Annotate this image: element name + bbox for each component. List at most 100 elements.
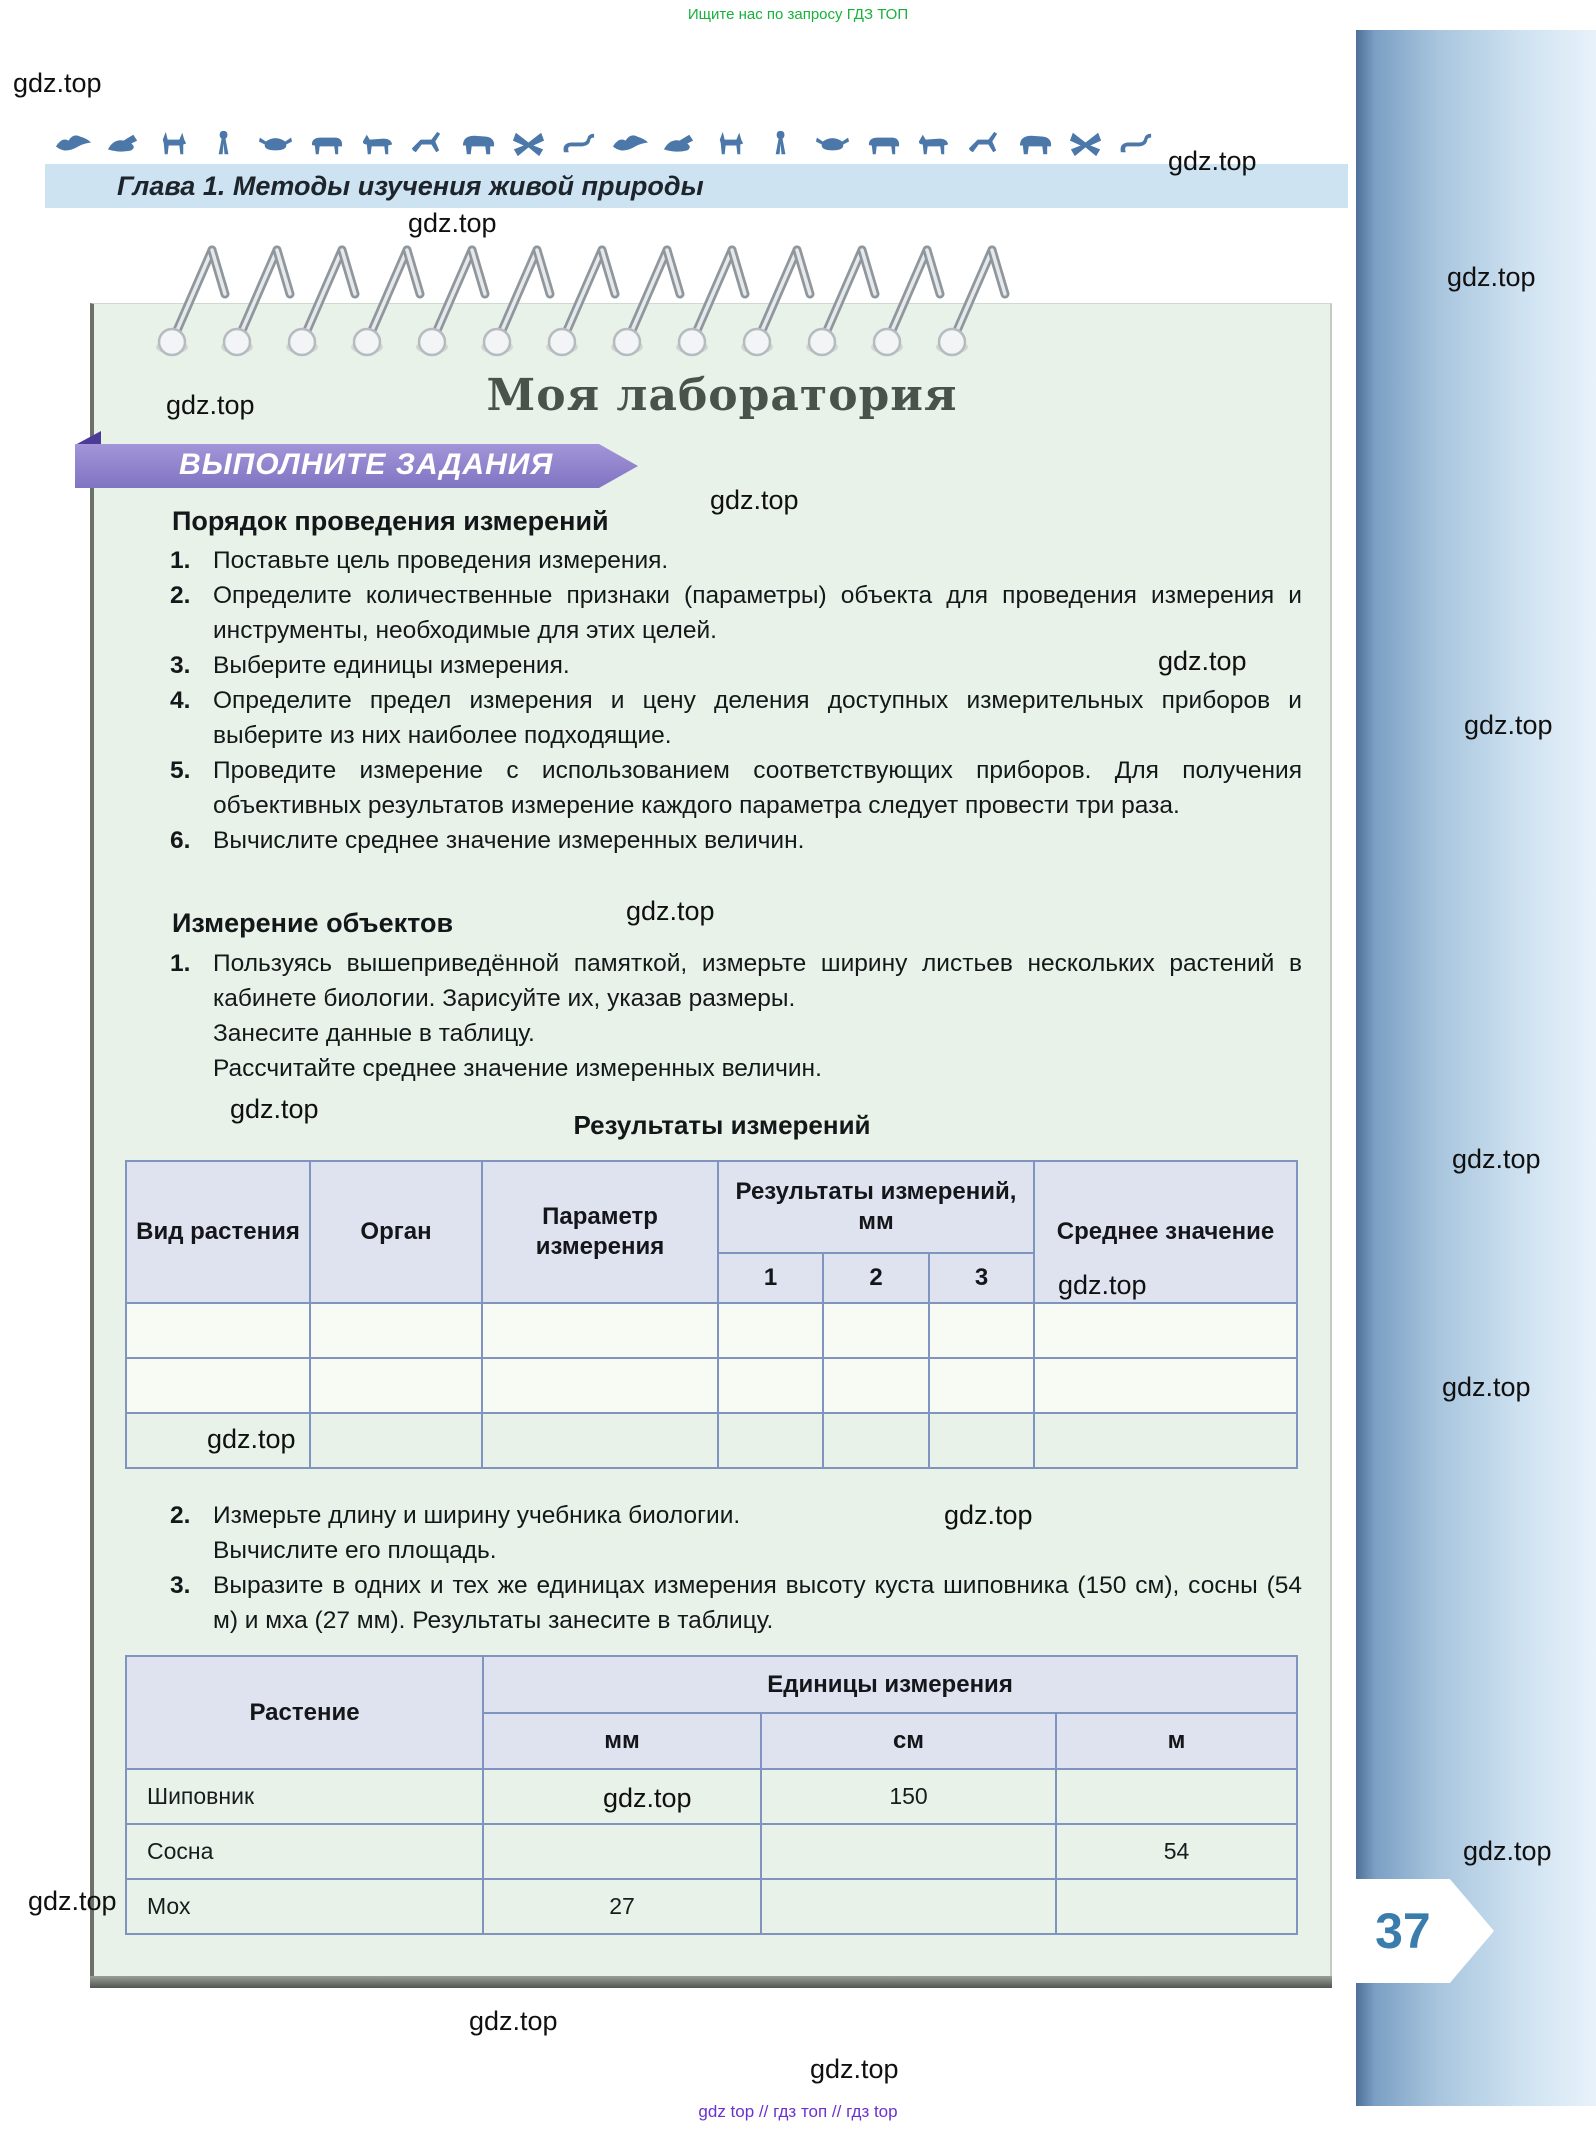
col-header-species: Вид растения [125, 1160, 311, 1304]
col-header-plant: Растение [125, 1655, 484, 1770]
spiral-coil [286, 245, 360, 357]
bird-icon [55, 135, 92, 151]
boar-icon [868, 137, 899, 155]
table-row [125, 1412, 1298, 1469]
tasks-banner-label: ВЫПОЛНИТЕ ЗАДАНИЯ [179, 448, 554, 481]
site-promo-text: Ищите нас по запросу ГДЗ ТОП [687, 6, 909, 23]
horse-icon [919, 134, 949, 155]
list-item: 3. Выберите единицы измерения. [170, 652, 570, 679]
col-header-organ: Орган [309, 1160, 483, 1304]
tasks-list-bottom: 2. Измерьте длину и ширину учебника биол… [170, 1498, 1302, 1568]
chapter-title: Глава 1. Методы изучения живой природы [117, 171, 704, 201]
right-sidebar-gradient [1356, 30, 1596, 2106]
boar-icon [311, 137, 343, 155]
spiral-coil [416, 245, 490, 357]
units-table: Растение Единицы измерения мм см м Шипов… [125, 1655, 1299, 1935]
watermark-text: gdz.top [1452, 1144, 1541, 1174]
list-item: 3. Выразите в одних и тех же единицах из… [170, 1572, 1302, 1634]
subcol-3: 3 [928, 1252, 1035, 1304]
subcol-mm: мм [482, 1712, 762, 1770]
watermark-text: gdz.top [1442, 1372, 1531, 1402]
watermark-text: gdz.top [1168, 146, 1257, 176]
crab-icon [259, 137, 293, 151]
watermark-text: gdz.top [603, 1783, 692, 1813]
col-header-parameter: Параметр измерения [481, 1160, 719, 1304]
table-row: Сосна 54 [125, 1823, 1299, 1880]
task3-block: 3. Выразите в одних и тех же единицах из… [170, 1568, 1302, 1638]
watermark-text: gdz.top [469, 2006, 558, 2036]
subcol-2: 2 [822, 1252, 930, 1304]
watermark-text: gdz.top [626, 896, 715, 926]
bison-icon [1019, 135, 1051, 155]
subcol-1: 1 [717, 1252, 824, 1304]
watermark-text: gdz.top [810, 2054, 899, 2084]
watermark-text: gdz.top [1447, 262, 1536, 292]
antelope-icon [163, 131, 187, 155]
list-item: 1. Поставьте цель проведения измерения. [170, 547, 669, 574]
deer-icon [412, 131, 441, 153]
page-title: Моя лаборатория [486, 370, 958, 421]
watermark-text: gdz.top [1058, 1270, 1147, 1300]
list-item: 4. Определите предел измерения и цену де… [170, 687, 1302, 749]
watermark-text: gdz.top [944, 1500, 1033, 1530]
butterfly-icon [513, 132, 545, 157]
table-row [125, 1357, 1298, 1414]
watermark-text: gdz.top [1464, 710, 1553, 740]
measuring-heading: Измерение объектов [172, 908, 454, 938]
subcol-m: м [1054, 1712, 1299, 1770]
spiral-coil [546, 245, 620, 357]
watermark-text: gdz.top [1158, 646, 1247, 676]
watermark-text: gdz.top [230, 1094, 319, 1124]
list-item: 1. Пользуясь вышеприведённой памяткой, и… [170, 950, 1302, 1082]
deer-icon [968, 131, 998, 153]
procedure-list: 1. Поставьте цель проведения измерения. … [170, 543, 1302, 858]
scorpion-icon [563, 133, 595, 153]
antelope-icon [719, 131, 744, 155]
watermark-text: gdz.top [13, 68, 102, 98]
tasks-banner: ВЫПОЛНИТЕ ЗАДАНИЯ [75, 444, 638, 488]
watermark-text: gdz.top [710, 485, 799, 515]
crab-icon [816, 137, 850, 151]
spiral-coil [936, 245, 1010, 357]
table1-title: Результаты измерений [573, 1110, 871, 1140]
col-header-units: Единицы измерения [481, 1655, 1299, 1714]
table-row [125, 1302, 1298, 1359]
watermark-text: gdz.top [166, 390, 255, 420]
watermark-text: gdz.top [1463, 1836, 1552, 1866]
measurement-results-table: Вид растения Орган Параметр измерения Ре… [125, 1160, 1298, 1469]
horse-icon [362, 134, 392, 155]
spiral-coil [741, 245, 815, 357]
bison-icon [462, 135, 494, 155]
bird-icon [612, 135, 648, 151]
list-item: 2. Определите количественные признаки (п… [170, 582, 1302, 644]
meerkat-icon [218, 130, 229, 155]
watermark-text: gdz.top [207, 1424, 296, 1454]
watermark-text: gdz.top [28, 1886, 117, 1916]
spiral-coil [481, 245, 555, 357]
spiral-coil [676, 245, 750, 357]
footer-links: gdz top // гдз топ // гдз top [698, 2102, 898, 2121]
page-number: 37 [1375, 1903, 1431, 1959]
table-row: Шиповник 150 [125, 1768, 1299, 1825]
spiral-coil [806, 245, 880, 357]
watermark-text: gdz.top [408, 208, 497, 238]
measuring-list: 1. Пользуясь вышеприведённой памяткой, и… [170, 946, 1302, 1086]
chapter-header-bar: Глава 1. Методы изучения живой природы [45, 164, 1348, 208]
animal-silhouettes-frieze [55, 124, 1155, 158]
col-header-mean: Среднее значение [1033, 1160, 1298, 1304]
spiral-coil [351, 245, 425, 357]
seal-icon [664, 134, 694, 152]
list-item: 2. Измерьте длину и ширину учебника биол… [170, 1502, 741, 1564]
procedure-heading: Порядок проведения измерений [172, 506, 609, 536]
list-item: 6. Вычислите среднее значение измеренных… [170, 827, 805, 854]
spiral-coil [221, 245, 295, 357]
seal-icon [107, 134, 137, 152]
scorpion-icon [1120, 133, 1151, 153]
col-header-results: Результаты измерений, мм [717, 1160, 1035, 1254]
spiral-coil [871, 245, 945, 357]
butterfly-icon [1070, 132, 1102, 157]
banner-fold-decoration [75, 431, 101, 445]
spiral-coil [156, 245, 230, 357]
list-item: 5. Проведите измерение с использованием … [170, 757, 1302, 819]
